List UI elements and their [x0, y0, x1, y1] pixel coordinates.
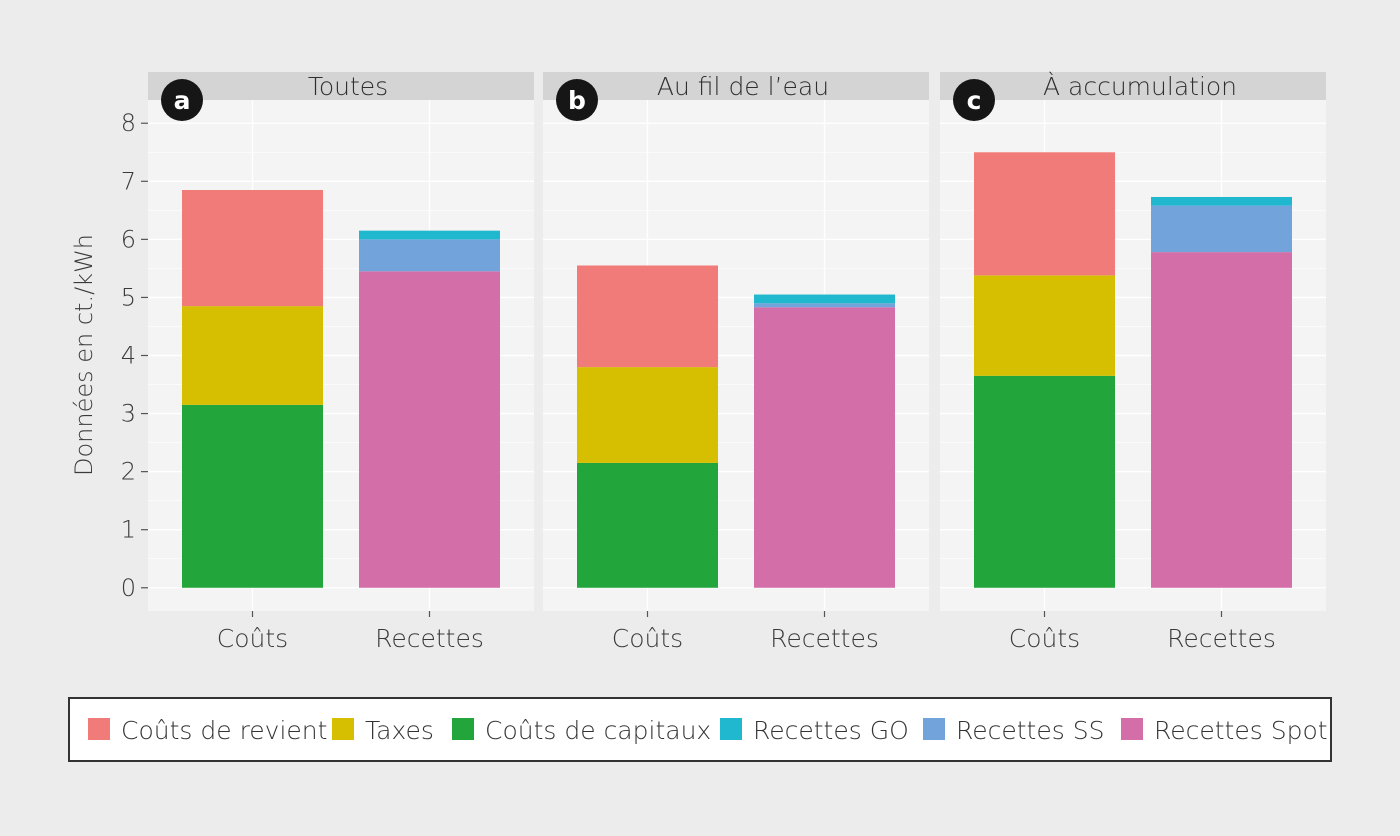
bar-recettes-recettes-spot [359, 271, 500, 588]
y-tick-label: 0 [121, 574, 136, 602]
legend-swatch-recettes-ss [923, 718, 945, 740]
bar-recettes-recettes-spot [754, 307, 895, 588]
bar-couts-couts-de-revient [577, 265, 718, 368]
legend-label-taxes: Taxes [365, 716, 434, 745]
panel-strip [543, 72, 929, 100]
y-tick-label: 2 [121, 458, 136, 486]
bar-recettes-recettes-spot [1151, 252, 1292, 588]
bar-recettes-recettes-go [754, 294, 895, 304]
bar-couts-taxes [577, 367, 718, 463]
panel-badge-letter: a [174, 86, 191, 115]
bar-recettes-recettes-ss [1151, 205, 1292, 253]
panel-b: Au fil de l’eau b Coûts Recettes [543, 72, 929, 653]
bar-couts-couts-de-capitaux [974, 375, 1115, 588]
legend-swatch-recettes-go [720, 718, 742, 740]
legend: Coûts de revient Taxes Coûts de capitaux Re… [68, 697, 1332, 762]
legend-label-couts-de-revient: Coûts de revient [121, 716, 327, 745]
x-tick-label: Recettes [770, 624, 879, 653]
panel-badge [161, 79, 203, 121]
x-tick-label: Coûts [612, 624, 683, 653]
panel-badge-letter: b [568, 86, 586, 115]
bar-recettes-recettes-go [1151, 196, 1292, 206]
panel-title: Toutes [308, 72, 388, 101]
panel-strip [940, 72, 1326, 100]
panels: Toutes a Coûts Recettes Au fil de l’eau b Coût… [148, 72, 1326, 653]
y-tick-label: 8 [121, 109, 136, 137]
panel-badge [953, 79, 995, 121]
bar-couts-taxes [182, 306, 323, 405]
legend-label-recettes-spot: Recettes Spot [1154, 716, 1328, 745]
panel-badge [556, 79, 598, 121]
legend-label-recettes-go: Recettes GO [753, 716, 909, 745]
panel-badge-letter: c [967, 86, 982, 115]
panel-strip [148, 72, 534, 100]
y-tick-label: 1 [121, 516, 136, 544]
x-tick-label: Recettes [1167, 624, 1276, 653]
panel-c: À accumulation c Coûts Recettes [940, 72, 1326, 653]
legend-swatch-couts-de-capitaux [452, 718, 474, 740]
y-tick-label: 3 [121, 400, 136, 428]
bar-recettes-recettes-ss [754, 303, 895, 308]
y-axis-title: Données en ct./kWh [70, 234, 98, 476]
bar-couts-couts-de-capitaux [182, 404, 323, 588]
bar-couts-couts-de-revient [182, 190, 323, 307]
panel-title: À accumulation [1043, 72, 1237, 101]
x-tick-label: Recettes [375, 624, 484, 653]
legend-swatch-couts-de-revient [88, 718, 110, 740]
bar-recettes-recettes-go [359, 230, 500, 240]
y-tick-label: 4 [121, 342, 136, 370]
legend-box [68, 697, 1332, 762]
bar-couts-taxes [974, 275, 1115, 376]
panel-title: Au fil de l’eau [657, 72, 829, 101]
bar-couts-couts-de-capitaux [577, 462, 718, 588]
y-tick-label: 5 [121, 283, 136, 311]
y-tick-label: 6 [121, 225, 136, 253]
panel-a: Toutes a Coûts Recettes [148, 72, 534, 653]
legend-swatch-recettes-spot [1121, 718, 1143, 740]
legend-label-recettes-ss: Recettes SS [956, 716, 1104, 745]
x-tick-label: Coûts [1009, 624, 1080, 653]
bar-couts-couts-de-revient [974, 152, 1115, 276]
bar-recettes-recettes-ss [359, 239, 500, 272]
x-tick-label: Coûts [217, 624, 288, 653]
legend-label-couts-de-capitaux: Coûts de capitaux [485, 716, 711, 745]
y-tick-label: 7 [121, 167, 136, 195]
legend-swatch-taxes [332, 718, 354, 740]
